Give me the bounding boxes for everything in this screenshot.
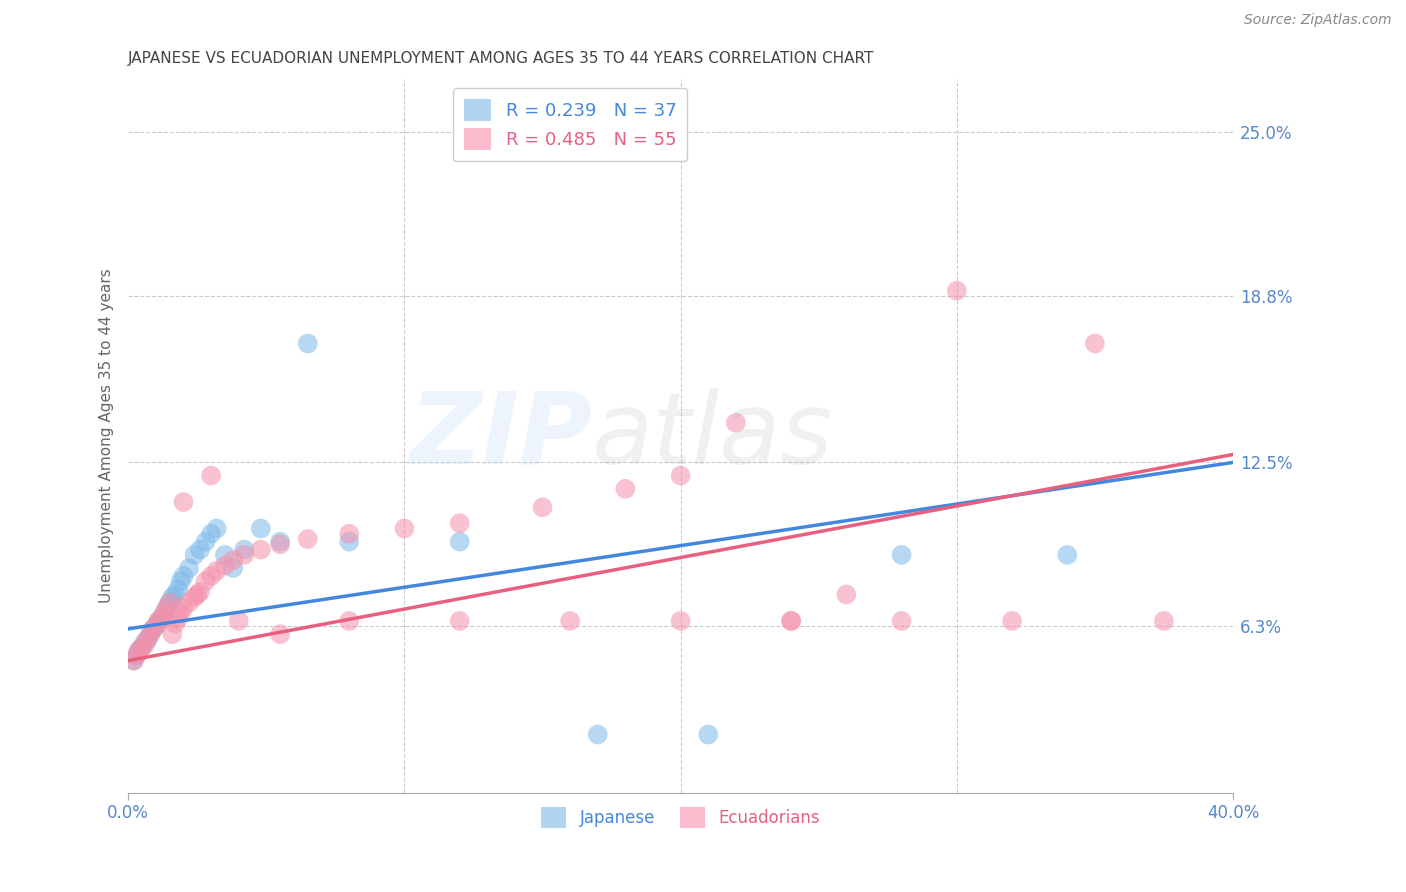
Point: [586, 727, 609, 741]
Point: [131, 640, 153, 655]
Point: [188, 542, 211, 557]
Text: Source: ZipAtlas.com: Source: ZipAtlas.com: [1244, 13, 1392, 28]
Point: [142, 622, 165, 636]
Point: [724, 416, 747, 430]
Point: [153, 606, 176, 620]
Point: [337, 526, 360, 541]
Point: [167, 611, 190, 625]
Point: [194, 534, 217, 549]
Point: [188, 585, 211, 599]
Point: [165, 587, 187, 601]
Point: [669, 614, 692, 628]
Point: [162, 590, 184, 604]
Point: [183, 590, 205, 604]
Point: [156, 600, 179, 615]
Point: [125, 648, 148, 663]
Point: [122, 654, 145, 668]
Point: [139, 627, 162, 641]
Point: [780, 614, 803, 628]
Point: [233, 548, 256, 562]
Point: [200, 468, 222, 483]
Point: [228, 614, 250, 628]
Point: [250, 521, 273, 535]
Point: [214, 548, 236, 562]
Legend: Japanese, Ecuadorians: Japanese, Ecuadorians: [534, 801, 827, 834]
Point: [233, 542, 256, 557]
Point: [205, 521, 228, 535]
Point: [780, 614, 803, 628]
Point: [125, 648, 148, 663]
Point: [297, 336, 319, 351]
Point: [200, 526, 222, 541]
Point: [145, 619, 167, 633]
Point: [269, 627, 291, 641]
Point: [142, 622, 165, 636]
Point: [186, 587, 208, 601]
Point: [128, 643, 150, 657]
Point: [136, 632, 159, 647]
Point: [159, 595, 181, 609]
Point: [128, 643, 150, 657]
Point: [122, 654, 145, 668]
Point: [134, 635, 156, 649]
Y-axis label: Unemployment Among Ages 35 to 44 years: Unemployment Among Ages 35 to 44 years: [100, 268, 114, 603]
Point: [156, 600, 179, 615]
Point: [167, 582, 190, 597]
Point: [531, 500, 554, 515]
Point: [1056, 548, 1078, 562]
Point: [177, 561, 200, 575]
Point: [1001, 614, 1024, 628]
Point: [250, 542, 273, 557]
Point: [222, 553, 245, 567]
Point: [170, 574, 193, 589]
Point: [1084, 336, 1107, 351]
Point: [269, 534, 291, 549]
Point: [835, 587, 858, 601]
Point: [560, 614, 582, 628]
Point: [173, 569, 195, 583]
Text: JAPANESE VS ECUADORIAN UNEMPLOYMENT AMONG AGES 35 TO 44 YEARS CORRELATION CHART: JAPANESE VS ECUADORIAN UNEMPLOYMENT AMON…: [128, 51, 875, 66]
Point: [890, 614, 912, 628]
Point: [214, 558, 236, 573]
Point: [449, 534, 471, 549]
Text: ZIP: ZIP: [409, 387, 592, 484]
Point: [222, 561, 245, 575]
Point: [183, 548, 205, 562]
Point: [194, 574, 217, 589]
Point: [131, 640, 153, 655]
Point: [614, 482, 637, 496]
Point: [890, 548, 912, 562]
Point: [269, 537, 291, 551]
Point: [170, 606, 193, 620]
Point: [173, 600, 195, 615]
Point: [1153, 614, 1175, 628]
Point: [165, 616, 187, 631]
Point: [159, 595, 181, 609]
Text: atlas: atlas: [592, 387, 834, 484]
Point: [337, 614, 360, 628]
Point: [136, 632, 159, 647]
Point: [337, 534, 360, 549]
Point: [150, 611, 173, 625]
Point: [205, 564, 228, 578]
Point: [449, 614, 471, 628]
Point: [946, 284, 969, 298]
Point: [150, 611, 173, 625]
Point: [139, 627, 162, 641]
Point: [162, 627, 184, 641]
Point: [394, 521, 416, 535]
Point: [177, 595, 200, 609]
Point: [669, 468, 692, 483]
Point: [134, 638, 156, 652]
Point: [449, 516, 471, 531]
Point: [173, 495, 195, 509]
Point: [148, 614, 170, 628]
Point: [148, 614, 170, 628]
Point: [153, 606, 176, 620]
Point: [697, 727, 720, 741]
Point: [297, 532, 319, 546]
Point: [145, 619, 167, 633]
Point: [200, 569, 222, 583]
